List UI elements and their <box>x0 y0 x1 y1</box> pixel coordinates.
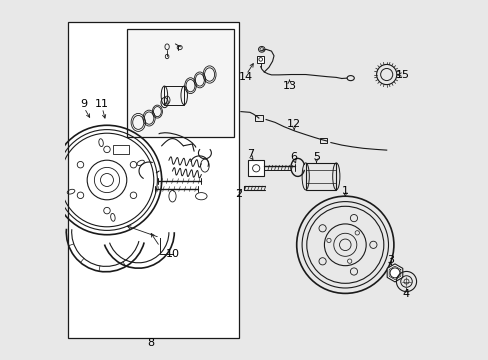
Text: 3: 3 <box>386 255 393 265</box>
Bar <box>113 145 129 154</box>
Text: 14: 14 <box>239 72 253 82</box>
Text: 11: 11 <box>95 99 109 109</box>
Bar <box>305 163 336 190</box>
Bar <box>320 138 326 143</box>
Text: 6: 6 <box>290 152 297 162</box>
Text: 9: 9 <box>81 99 88 109</box>
Text: 5: 5 <box>312 152 319 162</box>
Text: 8: 8 <box>147 338 154 348</box>
Text: 12: 12 <box>286 119 301 129</box>
Text: 1: 1 <box>341 186 348 196</box>
Text: 13: 13 <box>282 81 296 91</box>
Bar <box>164 86 184 105</box>
Text: 4: 4 <box>402 289 409 299</box>
Polygon shape <box>257 56 264 63</box>
Text: 7: 7 <box>247 149 254 159</box>
Text: 10: 10 <box>165 249 179 259</box>
Text: 15: 15 <box>395 69 409 80</box>
Bar <box>255 115 262 121</box>
Text: 2: 2 <box>235 189 242 199</box>
Bar <box>68 22 239 338</box>
Polygon shape <box>386 264 402 282</box>
Bar <box>127 29 233 137</box>
Polygon shape <box>247 160 264 176</box>
